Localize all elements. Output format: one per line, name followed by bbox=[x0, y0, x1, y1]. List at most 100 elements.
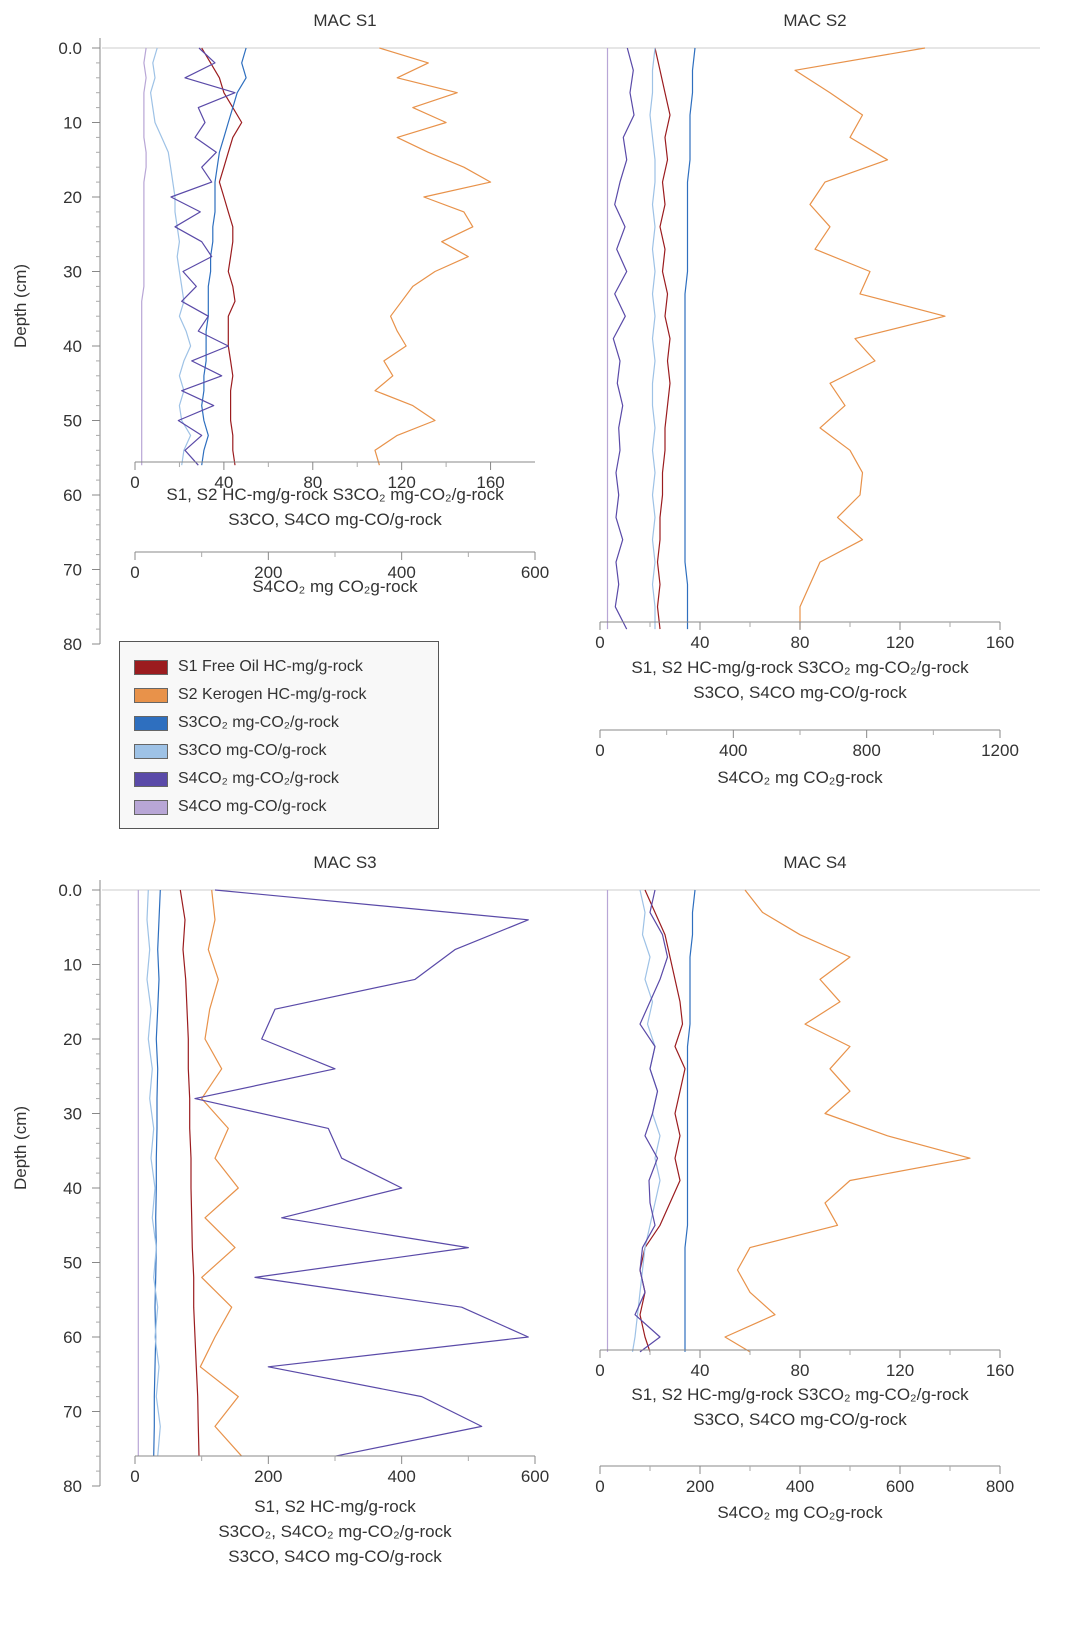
depth-tick-label: 60 bbox=[63, 1328, 82, 1347]
x-tick-label: 200 bbox=[254, 563, 282, 582]
x-tick-label: 120 bbox=[886, 1361, 914, 1380]
x-axis-label: S4CO₂ mg CO₂g-rock bbox=[252, 577, 418, 596]
legend-item-s3co: S3CO mg-CO/g-rock bbox=[134, 737, 438, 765]
legend-swatch-s4co2 bbox=[134, 771, 168, 787]
legend-swatch-s4co bbox=[134, 799, 168, 815]
x-axis-label: S1, S2 HC-mg/g-rock bbox=[254, 1497, 416, 1516]
x-axis-label: S1, S2 HC-mg/g-rock S3CO₂ mg-CO₂/g-rock bbox=[166, 485, 504, 504]
x-tick-label: 120 bbox=[387, 473, 415, 492]
depth-tick-label: 80 bbox=[63, 1477, 82, 1496]
x-tick-label: 200 bbox=[254, 1467, 282, 1486]
x-axis-label: S3CO, S4CO mg-CO/g-rock bbox=[228, 1547, 442, 1566]
x-axis-2: 0 200 400 600 800 S4CO₂ mg CO₂g-rock bbox=[595, 1465, 1014, 1522]
series-line-1 bbox=[639, 889, 686, 1353]
x-tick-label: 40 bbox=[214, 473, 233, 492]
panel-mac-s3: MAC S3 0 200 400 600 S1, S2 HC-mg/g-rock S3CO₂… bbox=[102, 853, 590, 1566]
depth-tick-label: 0.0 bbox=[58, 39, 82, 58]
series-line-5 bbox=[634, 889, 669, 1353]
x-tick-label: 0 bbox=[595, 1477, 604, 1496]
x-tick-label: 200 bbox=[686, 1477, 714, 1496]
depth-tick-label: 80 bbox=[63, 635, 82, 654]
x-axis-label: S4CO₂ mg CO₂g-rock bbox=[717, 768, 883, 787]
x-tick-label: 0 bbox=[595, 1361, 604, 1380]
x-axis-label: S3CO, S4CO mg-CO/g-rock bbox=[228, 510, 442, 529]
legend-swatch-s1 bbox=[134, 659, 168, 675]
panel-title: MAC S2 bbox=[783, 11, 846, 30]
x-tick-label: 0 bbox=[130, 473, 139, 492]
x-tick-label: 40 bbox=[691, 1361, 710, 1380]
panel-title: MAC S3 bbox=[313, 853, 376, 872]
series-line-4 bbox=[146, 889, 161, 1457]
series-line-4 bbox=[631, 889, 661, 1352]
x-tick-label: 400 bbox=[387, 1467, 415, 1486]
x-tick-label: 0 bbox=[595, 633, 604, 652]
depth-axis-top: 0.0 10 20 30 40 50 60 70 80 Depth (cm) bbox=[11, 38, 101, 654]
series-line-2 bbox=[724, 889, 971, 1353]
x-tick-label: 400 bbox=[786, 1477, 814, 1496]
series-line-5 bbox=[170, 47, 236, 466]
x-tick-label: 0 bbox=[130, 1467, 139, 1486]
series-line-2 bbox=[199, 889, 243, 1457]
x-tick-label: 800 bbox=[986, 1477, 1014, 1496]
legend-label-s1: S1 Free Oil HC-mg/g-rock bbox=[178, 658, 363, 675]
panel-title: MAC S1 bbox=[313, 11, 376, 30]
series-line-3 bbox=[153, 889, 161, 1457]
legend-item-s1: S1 Free Oil HC-mg/g-rock bbox=[134, 653, 438, 681]
series-line-4 bbox=[649, 47, 656, 630]
legend-item-s4co: S4CO mg-CO/g-rock bbox=[134, 793, 438, 821]
x-axis-2: 0 400 800 1200 S4CO₂ mg CO₂g-rock bbox=[595, 729, 1019, 787]
series-line-2 bbox=[794, 47, 946, 630]
x-tick-label: 600 bbox=[886, 1477, 914, 1496]
series-line-2 bbox=[374, 47, 492, 466]
series-line-1 bbox=[201, 47, 243, 466]
legend-item-s2: S2 Kerogen HC-mg/g-rock bbox=[134, 681, 438, 709]
x-tick-label: 160 bbox=[986, 633, 1014, 652]
x-axis-2: 0 200 400 600 S4CO₂ mg CO₂g-rock bbox=[130, 551, 549, 596]
legend-label-s2: S2 Kerogen HC-mg/g-rock bbox=[178, 686, 367, 703]
depth-tick-label: 10 bbox=[63, 114, 82, 133]
x-tick-label: 80 bbox=[303, 473, 322, 492]
panel-title: MAC S4 bbox=[783, 853, 846, 872]
x-axis-label: S1, S2 HC-mg/g-rock S3CO₂ mg-CO₂/g-rock bbox=[631, 1385, 969, 1404]
depth-tick-label: 50 bbox=[63, 1254, 82, 1273]
depth-axis-label: Depth (cm) bbox=[11, 264, 30, 348]
series-line-1 bbox=[654, 47, 671, 630]
x-axis-1: 0 200 400 600 S1, S2 HC-mg/g-rock S3CO₂, S4CO… bbox=[130, 1455, 549, 1566]
series-line-1 bbox=[179, 889, 200, 1457]
legend-item-s3co2: S3CO₂ mg-CO₂/g-rock bbox=[134, 709, 438, 737]
x-tick-label: 400 bbox=[387, 563, 415, 582]
depth-tick-label: 70 bbox=[63, 1403, 82, 1422]
x-tick-label: 160 bbox=[476, 473, 504, 492]
series-line-5 bbox=[194, 889, 529, 1457]
depth-tick-label: 60 bbox=[63, 486, 82, 505]
depth-tick-label: 20 bbox=[63, 1030, 82, 1049]
series-line-3 bbox=[684, 889, 696, 1352]
legend-swatch-s3co bbox=[134, 743, 168, 759]
x-tick-label: 600 bbox=[521, 563, 549, 582]
legend-swatch-s3co2 bbox=[134, 715, 168, 731]
x-tick-label: 1200 bbox=[981, 741, 1019, 760]
legend: S1 Free Oil HC-mg/g-rock S2 Kerogen HC-m… bbox=[119, 641, 439, 829]
x-tick-label: 800 bbox=[852, 741, 880, 760]
legend-swatch-s2 bbox=[134, 687, 168, 703]
x-axis-label: S4CO₂ mg CO₂g-rock bbox=[717, 1503, 883, 1522]
depth-tick-label: 70 bbox=[63, 561, 82, 580]
series-line-6 bbox=[141, 47, 147, 466]
depth-tick-label: 30 bbox=[63, 1105, 82, 1124]
x-tick-label: 160 bbox=[986, 1361, 1014, 1380]
depth-axis-label: Depth (cm) bbox=[11, 1106, 30, 1190]
x-tick-label: 120 bbox=[886, 633, 914, 652]
x-axis-label: S3CO, S4CO mg-CO/g-rock bbox=[693, 1410, 907, 1429]
x-tick-label: 600 bbox=[521, 1467, 549, 1486]
depth-tick-label: 30 bbox=[63, 263, 82, 282]
x-axis-label: S3CO, S4CO mg-CO/g-rock bbox=[693, 683, 907, 702]
x-tick-label: 80 bbox=[791, 633, 810, 652]
x-axis-label: S3CO₂, S4CO₂ mg-CO₂/g-rock bbox=[218, 1522, 452, 1541]
x-tick-label: 0 bbox=[595, 741, 604, 760]
x-axis-label: S1, S2 HC-mg/g-rock S3CO₂ mg-CO₂/g-rock bbox=[631, 658, 969, 677]
series-line-4 bbox=[150, 47, 192, 466]
depth-tick-label: 40 bbox=[63, 337, 82, 356]
